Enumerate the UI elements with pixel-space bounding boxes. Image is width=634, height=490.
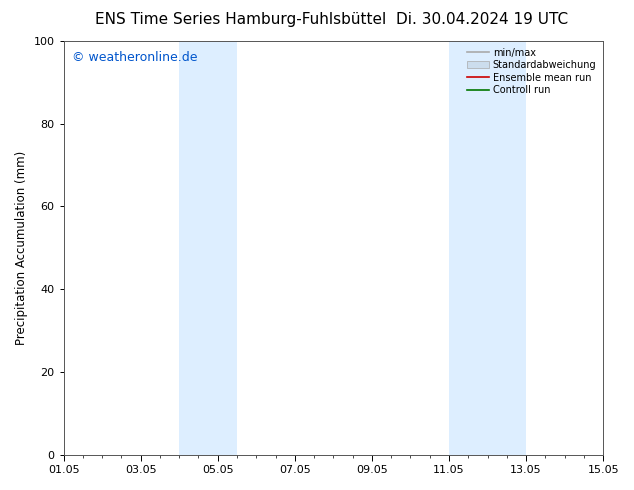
Text: Di. 30.04.2024 19 UTC: Di. 30.04.2024 19 UTC (396, 12, 568, 27)
Bar (179, 41, 237, 455)
Text: © weatheronline.de: © weatheronline.de (72, 51, 197, 64)
Y-axis label: Precipitation Accumulation (mm): Precipitation Accumulation (mm) (15, 151, 28, 345)
Legend: min/max, Standardabweichung, Ensemble mean run, Controll run: min/max, Standardabweichung, Ensemble me… (465, 46, 598, 97)
Bar (449, 41, 526, 455)
Text: ENS Time Series Hamburg-Fuhlsbüttel: ENS Time Series Hamburg-Fuhlsbüttel (95, 12, 387, 27)
